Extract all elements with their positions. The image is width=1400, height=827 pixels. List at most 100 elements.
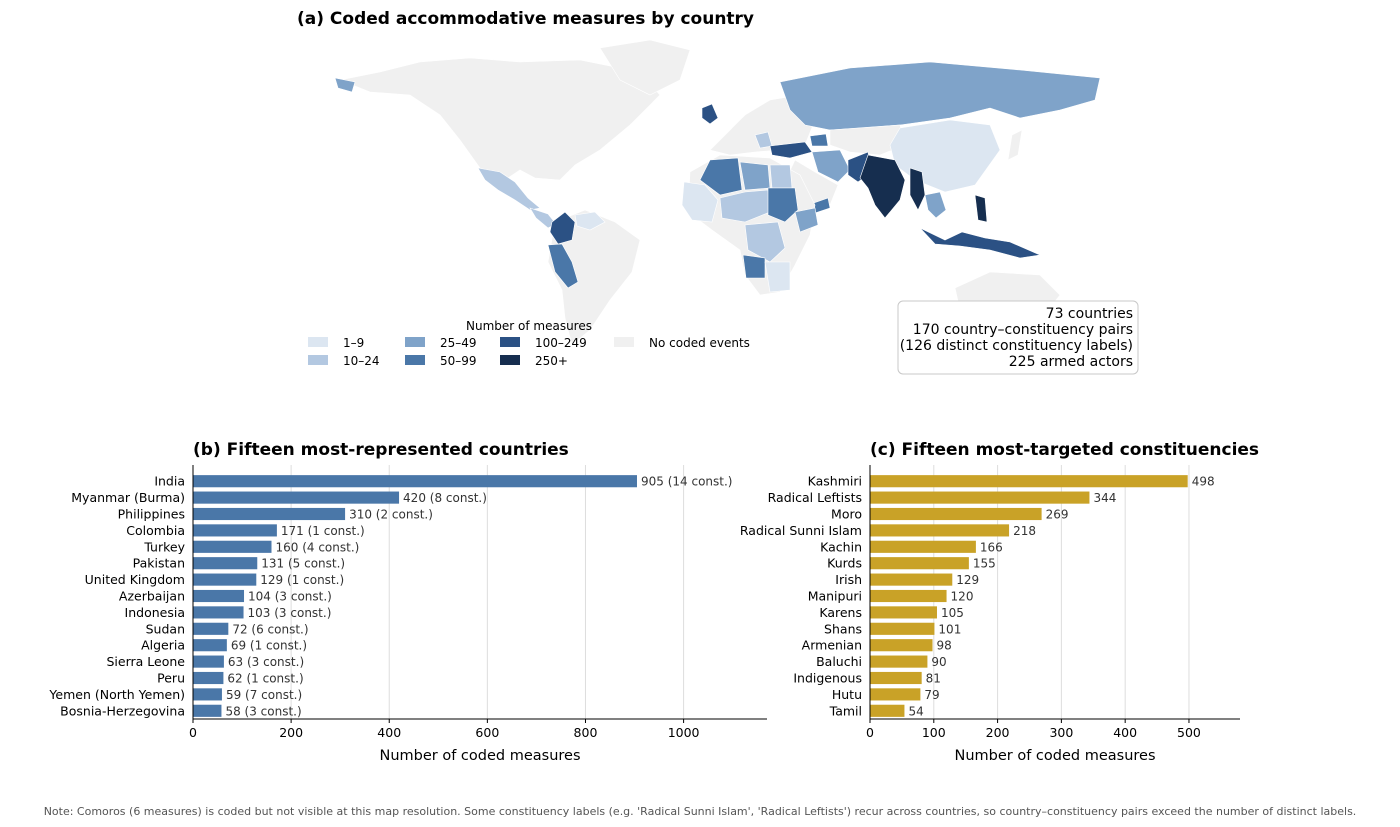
bar-kurds (870, 557, 969, 570)
bar-algeria (193, 639, 227, 652)
category-label: Sudan (146, 621, 185, 636)
value-label: 72 (6 const.) (232, 622, 308, 636)
map-angola (742, 254, 766, 279)
bar-radical-leftists (870, 491, 1090, 504)
map-alaska (334, 77, 356, 93)
bar-sudan (193, 622, 229, 635)
category-label: Irish (835, 572, 862, 587)
map-central-africa (744, 221, 786, 263)
map-southern-africa (764, 261, 791, 293)
footnote: Note: Comoros (6 measures) is coded but … (44, 805, 1357, 818)
legend-label: 25–49 (440, 336, 477, 350)
value-label: 103 (3 const.) (248, 606, 332, 620)
value-label: 498 (1192, 475, 1215, 489)
map-legend: 1–9 10–24 25–49 50–99 100–249 250+ No coded ev… (308, 336, 750, 368)
bar-karens (870, 606, 937, 619)
category-label: Armenian (802, 638, 862, 653)
category-label: Indonesia (125, 605, 185, 620)
value-label: 58 (3 const.) (225, 704, 301, 718)
value-label: 218 (1013, 524, 1036, 538)
x-tick-label: 0 (866, 725, 874, 740)
category-label: Kachin (820, 539, 862, 554)
map-central-asia (829, 124, 906, 156)
value-label: 160 (4 const.) (275, 540, 359, 554)
bar-philippines (193, 507, 346, 521)
x-tick-label: 300 (1049, 725, 1073, 740)
legend-label: 250+ (535, 354, 568, 368)
bar-azerbaijan (193, 589, 245, 603)
value-label: 171 (1 const.) (281, 524, 365, 538)
category-label: Peru (157, 671, 185, 686)
value-label: 59 (7 const.) (226, 688, 302, 702)
map-myanmar (909, 167, 926, 211)
map-horn (794, 207, 819, 233)
category-label: Indigenous (793, 671, 862, 686)
world-map (334, 39, 1101, 346)
legend-swatch (308, 337, 328, 347)
bar-tamil (870, 704, 905, 717)
category-label: Turkey (143, 539, 185, 554)
map-uk (701, 103, 719, 125)
bar-turkey (193, 540, 272, 553)
bar-sierra-leone (193, 655, 224, 668)
x-tick-label: 600 (475, 725, 499, 740)
category-label: Philippines (118, 507, 185, 522)
map-title: (a) Coded accommodative measures by coun… (297, 9, 754, 29)
stats-line: (126 distinct constituency labels) (900, 338, 1133, 354)
bar-pakistan (193, 557, 258, 570)
legend-label: 50–99 (440, 354, 477, 368)
value-label: 269 (1046, 508, 1069, 522)
bar-manipuri (870, 589, 947, 603)
category-label: India (154, 474, 185, 489)
value-label: 79 (924, 688, 939, 702)
value-label: 101 (938, 622, 961, 636)
stats-line: 170 country–constituency pairs (913, 322, 1133, 338)
stats-line: 73 countries (1046, 306, 1133, 322)
category-label: Azerbaijan (119, 589, 185, 604)
value-label: 104 (3 const.) (248, 590, 332, 604)
bar-kachin (870, 540, 976, 553)
stats-line: 225 armed actors (1009, 354, 1133, 370)
stats-box (897, 300, 1139, 375)
category-label: Radical Leftists (768, 490, 862, 505)
map-peru (547, 243, 579, 289)
map-china (889, 119, 1001, 193)
map-south-america (547, 209, 641, 346)
x-tick-label: 0 (189, 725, 197, 740)
category-label: Karens (819, 605, 862, 620)
bar-hutu (870, 688, 921, 701)
x-axis-label: Number of coded measures (954, 748, 1155, 764)
value-label: 63 (3 const.) (228, 655, 304, 669)
legend-swatch (405, 355, 425, 365)
map-japan (1007, 129, 1023, 161)
category-label: Colombia (126, 523, 185, 538)
bar-peru (193, 671, 224, 685)
bar-united-kingdom (193, 573, 257, 586)
x-tick-label: 800 (574, 725, 598, 740)
category-label: Algeria (141, 638, 185, 653)
x-tick-label: 200 (986, 725, 1010, 740)
map-libya (739, 161, 771, 191)
category-label: Bosnia-Herzegovina (60, 703, 185, 718)
map-turkey (769, 141, 813, 159)
value-label: 105 (941, 606, 964, 620)
value-label: 310 (2 const.) (349, 508, 433, 522)
map-algeria (699, 157, 743, 196)
category-label: Shans (824, 621, 862, 636)
map-middle-east (811, 149, 851, 183)
panel-b-title: (b) Fifteen most-represented countries (193, 440, 569, 460)
category-label: Sierra Leone (107, 654, 186, 669)
value-label: 420 (8 const.) (403, 491, 487, 505)
value-label: 54 (908, 704, 923, 718)
legend-label: 1–9 (343, 336, 364, 350)
bar-myanmar-burma- (193, 491, 400, 504)
map-mexico (477, 167, 541, 211)
bar-yemen-north-yemen- (193, 688, 222, 701)
legend-swatch (405, 337, 425, 347)
x-tick-label: 1000 (668, 725, 700, 740)
value-label: 166 (980, 540, 1003, 554)
x-tick-label: 500 (1177, 725, 1201, 740)
category-label: Pakistan (133, 556, 185, 571)
bar-shans (870, 622, 935, 635)
legend-label: No coded events (649, 336, 750, 350)
